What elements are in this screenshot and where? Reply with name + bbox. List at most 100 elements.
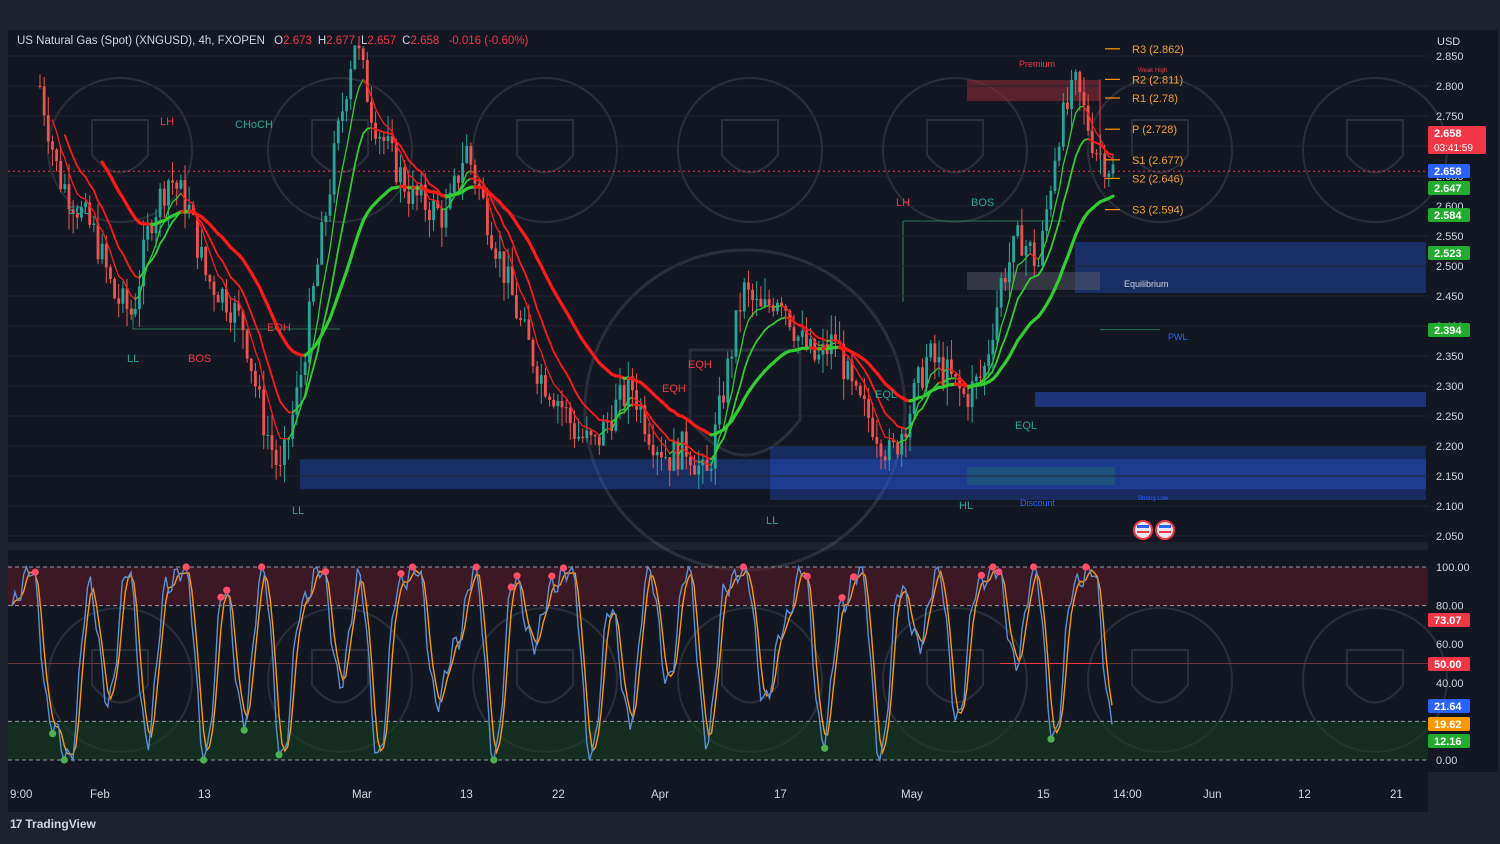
candle-body	[390, 136, 394, 144]
candle-body	[502, 251, 506, 283]
moving-average-segment	[101, 206, 108, 218]
moving-average-segment	[122, 278, 128, 289]
symbol-legend[interactable]: US Natural Gas (Spot) (XNGUSD), 4h, FXOP…	[17, 35, 528, 47]
candle-body	[771, 305, 775, 312]
candle-body	[631, 376, 634, 391]
moving-average-segment	[424, 176, 431, 185]
candle-body	[1045, 209, 1049, 231]
moving-average-segment	[308, 343, 315, 369]
moving-average-segment	[1029, 252, 1035, 258]
moving-average-segment	[72, 155, 79, 168]
candle-body	[46, 115, 50, 142]
candle-body	[490, 235, 493, 249]
moving-average-segment	[913, 403, 919, 419]
moving-average-segment	[68, 172, 74, 186]
moving-average-segment	[548, 340, 555, 353]
overbought-signal-dot	[995, 568, 1003, 576]
moving-average-segment	[698, 460, 704, 463]
oscillator-badge-value: 21.64	[1434, 701, 1462, 713]
tradingview-logo[interactable]: 17 TradingView	[10, 817, 96, 831]
candle-body	[403, 167, 406, 192]
moving-average-segment	[934, 366, 940, 372]
moving-average-segment	[896, 440, 903, 445]
candle-body	[987, 354, 991, 367]
structure-label: Equilibrium	[1124, 279, 1169, 289]
moving-average-segment	[55, 130, 62, 149]
moving-average-segment	[159, 236, 166, 245]
moving-average-segment	[843, 352, 849, 357]
us-flag-icon[interactable]	[1155, 520, 1175, 540]
moving-average-segment	[569, 404, 576, 416]
moving-average-segment	[403, 162, 410, 176]
price-badge	[1428, 126, 1486, 154]
moving-average-segment	[291, 407, 298, 414]
moving-average-segment	[494, 208, 501, 217]
candle-body	[556, 400, 560, 407]
moving-average-segment	[880, 427, 886, 438]
candle-body	[726, 358, 730, 403]
moving-average-segment	[565, 397, 571, 406]
moving-average-segment	[217, 254, 224, 262]
moving-average-segment	[209, 252, 215, 266]
academy-shield-icon	[1087, 77, 1233, 223]
moving-average-segment	[329, 271, 336, 297]
candle-body	[452, 175, 456, 193]
candle-body	[858, 385, 862, 396]
moving-average-segment	[1025, 252, 1031, 259]
time-axis[interactable]	[8, 772, 1428, 812]
oscillator-tick-label: 60.00	[1436, 639, 1464, 651]
moving-average-segment	[901, 439, 907, 442]
moving-average-segment	[279, 400, 286, 409]
candle-body	[892, 440, 895, 443]
moving-average-segment	[672, 439, 679, 446]
candle-body	[191, 204, 195, 215]
moving-average-segment	[324, 294, 331, 315]
candle-body	[113, 278, 116, 299]
moving-average-segment	[532, 294, 539, 311]
oscillator-badge	[1428, 613, 1470, 627]
moving-average-segment	[208, 237, 215, 249]
price-tick-label: 2.150	[1436, 471, 1464, 483]
moving-average-segment	[321, 270, 327, 294]
candle-body	[664, 457, 667, 459]
time-tick-label: 22	[552, 789, 565, 801]
moving-average-segment	[470, 170, 476, 176]
time-tick-label: 15	[1037, 789, 1050, 801]
us-flag-icon[interactable]	[1133, 520, 1153, 540]
candle-body	[465, 145, 469, 163]
candle-body	[121, 288, 125, 304]
moving-average-segment	[1049, 234, 1056, 250]
candle-body	[854, 381, 858, 386]
moving-average-segment	[391, 131, 397, 147]
structure-label: EQL	[68, 205, 90, 217]
candle-body	[614, 399, 618, 431]
price-pane[interactable]	[8, 30, 1428, 542]
moving-average-segment	[167, 220, 174, 230]
moving-average-segment	[353, 146, 360, 166]
moving-average-segment	[225, 267, 232, 278]
moving-average-segment	[685, 450, 692, 456]
candle-body	[941, 357, 945, 386]
moving-average-segment	[304, 366, 310, 395]
time-tick-label: 14:00	[1113, 789, 1142, 801]
moving-average-segment	[1033, 256, 1040, 261]
oscillator-badge-value: 19.62	[1434, 719, 1462, 731]
moving-average-segment	[150, 252, 157, 261]
candle-body	[597, 436, 601, 446]
time-tick-label: 12	[1298, 789, 1311, 801]
moving-average-segment	[950, 369, 957, 373]
candle-body	[1078, 71, 1082, 93]
candle-body	[481, 187, 485, 198]
moving-average-segment	[942, 368, 948, 373]
ohlc-o-value: 2.673	[283, 35, 312, 47]
candle-body	[100, 243, 104, 260]
candle-body	[448, 192, 452, 209]
event-flags[interactable]	[1133, 520, 1175, 540]
moving-average-segment	[1058, 164, 1064, 191]
equilibrium-zone	[967, 272, 1100, 290]
time-tick-label: 21	[1390, 789, 1403, 801]
candle-body	[386, 136, 390, 141]
candle-body	[183, 180, 187, 214]
price-tick-label: 2.350	[1436, 351, 1464, 363]
